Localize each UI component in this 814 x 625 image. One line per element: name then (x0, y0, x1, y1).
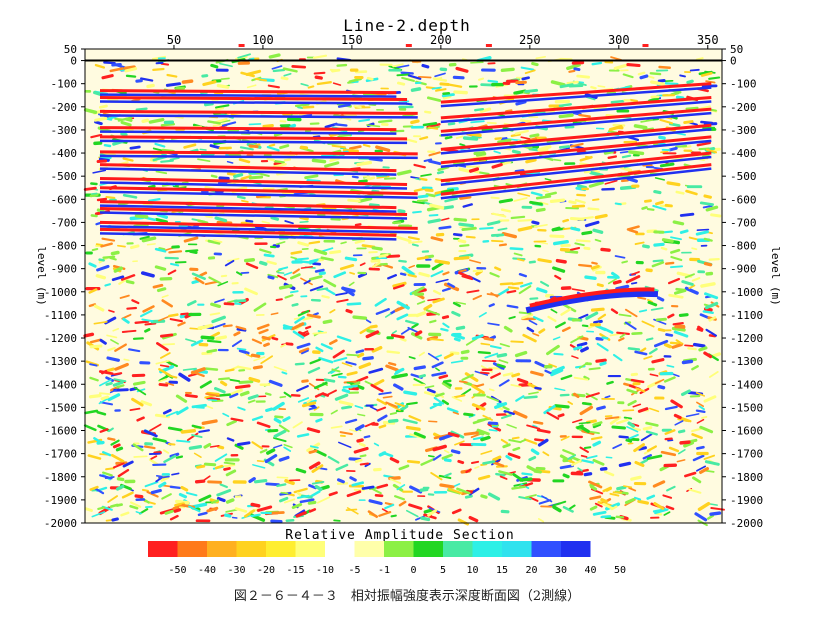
y-tick-label: -800 (51, 240, 78, 253)
colorbar-label: -1 (378, 565, 390, 576)
y-tick-label: -200 (51, 101, 78, 114)
x-tick-label: 200 (430, 33, 452, 47)
y-tick-label: -300 (730, 124, 757, 137)
y-tick-label: -1600 (730, 425, 763, 438)
colorbar: Relative Amplitude Section-50 -40 -30 -20 -1… (148, 528, 626, 576)
y-tick-label: -2000 (44, 517, 77, 530)
trace-marker (485, 44, 492, 47)
reflectors (99, 82, 712, 314)
y-tick-label: -1900 (44, 494, 77, 507)
y-axis-title-left: level (m) (35, 246, 48, 306)
colorbar-label: 20 (525, 565, 537, 576)
chart-title: Line-2.depth (343, 16, 471, 35)
y-tick-label: -1800 (44, 471, 77, 484)
x-tick-label: 100 (252, 33, 274, 47)
y-tick-label: -800 (730, 240, 757, 253)
colorbar-swatch (472, 541, 502, 557)
y-tick-label: -2000 (730, 517, 763, 530)
y-tick-label: -700 (730, 216, 757, 229)
y-tick-label: -1900 (730, 494, 763, 507)
colorbar-swatch (177, 541, 207, 557)
y-tick-label: -1000 (730, 286, 763, 299)
colorbar-label: -10 (316, 565, 334, 576)
colorbar-label: 15 (496, 565, 508, 576)
colorbar-swatch (443, 541, 473, 557)
colorbar-label: -15 (286, 565, 304, 576)
y-tick-label: -1500 (730, 401, 763, 414)
y-tick-label: -500 (51, 170, 78, 183)
y-tick-label: -1200 (730, 332, 763, 345)
y-tick-label: -1400 (44, 378, 77, 391)
y-tick-label: -1700 (730, 448, 763, 461)
y-tick-label: -100 (51, 78, 78, 91)
colorbar-swatch (502, 541, 532, 557)
y-tick-label: -300 (51, 124, 78, 137)
x-tick-label: 50 (167, 33, 181, 47)
y-tick-label: -1500 (44, 401, 77, 414)
y-tick-label: -900 (730, 263, 757, 276)
colorbar-label: 5 (440, 565, 446, 576)
x-tick-label: 150 (341, 33, 363, 47)
colorbar-label: 50 (614, 565, 626, 576)
trace-marker (238, 44, 245, 47)
colorbar-label: -30 (227, 565, 245, 576)
colorbar-swatch (413, 541, 443, 557)
x-tick-label: 300 (608, 33, 630, 47)
colorbar-label: -50 (168, 565, 186, 576)
plot-area (83, 48, 725, 527)
colorbar-label: 10 (466, 565, 478, 576)
y-tick-label: -400 (51, 147, 78, 160)
y-tick-label: -1000 (44, 286, 77, 299)
y-tick-label: -1800 (730, 471, 763, 484)
colorbar-label: 30 (555, 565, 567, 576)
colorbar-label: 40 (584, 565, 596, 576)
colorbar-label: 0 (410, 565, 416, 576)
y-tick-label: -600 (51, 193, 78, 206)
y-tick-label: -600 (730, 193, 757, 206)
y-tick-label: -1300 (44, 355, 77, 368)
y-tick-label: -500 (730, 170, 757, 183)
x-axis: 50 100 150 200 250 300 350 (167, 33, 719, 49)
colorbar-swatch (325, 541, 355, 557)
y-tick-label: -100 (730, 78, 757, 91)
colorbar-swatch (531, 541, 561, 557)
y-tick-label: -1100 (730, 309, 763, 322)
colorbar-label: -5 (348, 565, 360, 576)
y-tick-label: -900 (51, 263, 78, 276)
y-axis-title-right: level (m) (769, 246, 782, 306)
y-tick-label: -400 (730, 147, 757, 160)
figure-caption: 図２－６－４－３ 相対振幅強度表示深度断面図（2測線） (233, 589, 581, 604)
colorbar-swatch (295, 541, 325, 557)
y-tick-label: -1400 (730, 378, 763, 391)
y-tick-label: -1700 (44, 448, 77, 461)
trace-marker (642, 44, 649, 47)
y-tick-label: -1600 (44, 425, 77, 438)
y-axis-right: 500 -100 -200 -300 -400 -500 -600 -700 -800 -900 -… (722, 43, 782, 530)
y-tick-label: 0 (70, 55, 77, 68)
colorbar-swatch (266, 541, 296, 557)
y-tick-label: -1300 (730, 355, 763, 368)
colorbar-swatch (148, 541, 178, 557)
section-label: Relative Amplitude Section (285, 528, 515, 543)
y-tick-label: -1200 (44, 332, 77, 345)
y-axis-left: 500 -100 -200 -300 -400 -500 -600 -700 -800 -900 -… (35, 43, 85, 530)
colorbar-swatch (236, 541, 266, 557)
colorbar-swatch (561, 541, 591, 557)
trace-marker (405, 44, 412, 47)
y-tick-label: 0 (730, 55, 737, 68)
plot-frame (84, 48, 723, 524)
y-tick-label: -1100 (44, 309, 77, 322)
x-tick-label: 350 (697, 33, 719, 47)
y-tick-label: -700 (51, 216, 78, 229)
y-tick-label: -200 (730, 101, 757, 114)
x-tick-label: 250 (519, 33, 541, 47)
colorbar-swatch (384, 541, 414, 557)
colorbar-label: -20 (257, 565, 275, 576)
colorbar-swatch (354, 541, 384, 557)
colorbar-swatch (207, 541, 237, 557)
colorbar-label: -40 (198, 565, 216, 576)
y-tick-label: 50 (64, 43, 77, 56)
y-tick-label: 50 (730, 43, 743, 56)
